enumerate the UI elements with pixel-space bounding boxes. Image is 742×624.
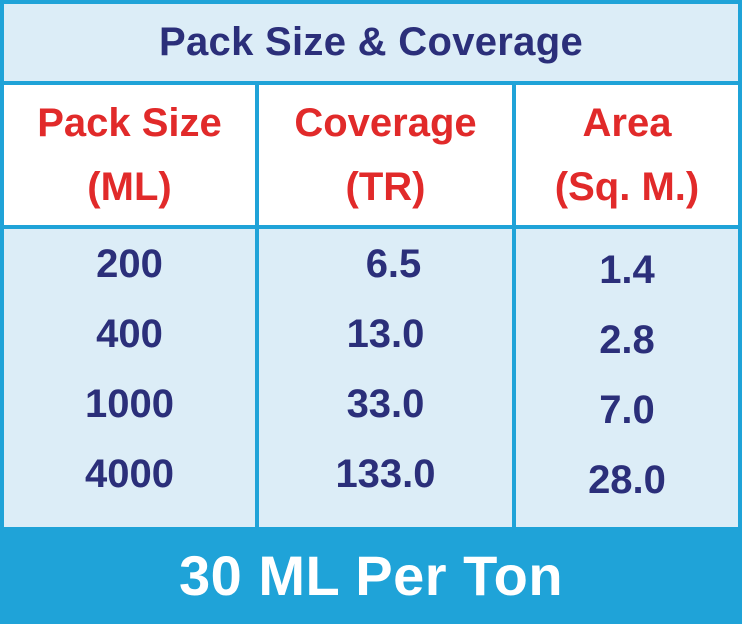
pack-size-cell: 400 [96, 312, 163, 356]
area-cell: 1.4 [599, 248, 655, 292]
table-title: Pack Size & Coverage [159, 20, 583, 64]
area-cell: 28.0 [588, 458, 666, 502]
area-column: 1.4 2.8 7.0 28.0 [516, 229, 738, 533]
coverage-column: 6.5 13.0 33.0 133.0 [259, 229, 512, 527]
column-header-line2: (TR) [345, 165, 426, 209]
column-header-line1: Pack Size [37, 101, 222, 145]
column-divider [255, 85, 259, 527]
column-divider [512, 85, 516, 527]
coverage-cell: 33.0 [346, 382, 425, 426]
column-header-pack-size: Pack Size (ML) [4, 85, 255, 225]
column-header-line1: Area [582, 101, 672, 145]
pack-size-cell: 4000 [85, 452, 174, 496]
coverage-cell: 133.0 [335, 452, 436, 496]
footer-banner: 30 ML Per Ton [4, 527, 738, 624]
area-cell: 2.8 [599, 318, 655, 362]
column-header-coverage: Coverage (TR) [259, 85, 512, 225]
column-header-line1: Coverage [294, 101, 477, 145]
area-cell: 7.0 [599, 388, 655, 432]
column-header-line2: (Sq. M.) [554, 165, 700, 209]
coverage-cell: 6.5 [365, 242, 422, 286]
footer-text: 30 ML Per Ton [178, 544, 564, 607]
column-header-area: Area (Sq. M.) [516, 85, 738, 225]
pack-size-column: 200 400 1000 4000 [4, 229, 255, 527]
pack-size-cell: 200 [96, 242, 163, 286]
coverage-cell: 13.0 [346, 312, 425, 356]
column-header-line2: (ML) [87, 165, 172, 209]
title-row: Pack Size & Coverage [4, 4, 738, 85]
header-row: Pack Size (ML) Coverage (TR) Area (Sq. M… [4, 85, 738, 229]
pack-size-cell: 1000 [85, 382, 174, 426]
